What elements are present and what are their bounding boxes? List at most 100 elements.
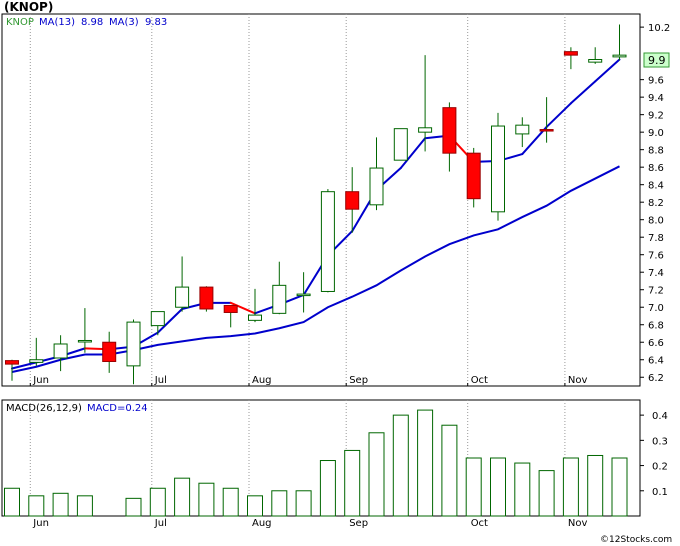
last-price-marker: 9.9: [643, 52, 670, 68]
macd-legend-value: MACD=0.24: [87, 403, 148, 414]
candle: [53, 335, 68, 372]
macd-x-label: Jun: [32, 518, 49, 529]
candle-body-up: [150, 311, 165, 327]
candle-body-up: [248, 314, 262, 321]
price-y-label: 8.8: [648, 146, 664, 157]
macd-y-label: 0.4: [652, 411, 668, 422]
candle: [102, 331, 117, 373]
macd-bar: [76, 495, 93, 517]
macd-bar: [514, 462, 531, 517]
candle: [126, 319, 141, 385]
ma3-segment: [229, 301, 256, 315]
legend-symbol: KNOP: [6, 17, 34, 28]
price-y-label: 9.6: [648, 76, 664, 87]
legend-ma13-label: MA(13): [39, 17, 75, 28]
macd-x-label: Aug: [252, 518, 272, 529]
candle: [29, 337, 44, 366]
last-price-box: [643, 52, 670, 68]
candle-body-up: [126, 321, 141, 367]
price-y-label: 6.8: [648, 321, 664, 332]
macd-y-label: 0.1: [652, 487, 668, 498]
chart-title: (KNOP): [4, 0, 53, 14]
candle: [442, 102, 457, 172]
macd-x-axis: Jun Jul Aug Sep Oct Nov: [32, 518, 587, 529]
price-x-label: Nov: [568, 375, 588, 386]
candle: [5, 359, 19, 381]
macd-bar: [490, 457, 506, 517]
candle-body-down: [563, 51, 578, 56]
candle-body-up: [320, 191, 335, 292]
candle: [150, 311, 165, 336]
candle-body-up: [588, 59, 603, 63]
macd-bar: [198, 482, 215, 517]
price-y-label: 9.0: [648, 128, 664, 139]
candle: [466, 147, 481, 208]
price-y-label: 7.4: [648, 268, 664, 279]
macd-bar-series: [4, 409, 628, 517]
ma3-segment: [399, 137, 427, 170]
macd-bar: [441, 424, 458, 517]
ma3-segment: [594, 58, 621, 83]
candle-body-down: [466, 152, 481, 200]
price-legend: KNOP MA(13) 8.98 MA(3) 9.83: [6, 17, 167, 28]
candle: [369, 137, 384, 211]
candle-body-up: [612, 54, 627, 58]
candle-body-up: [272, 284, 287, 314]
ma3-segment: [11, 361, 38, 370]
candle-body-down: [539, 129, 554, 132]
candle: [296, 272, 311, 313]
candle-body-up: [491, 125, 505, 213]
macd-y-label: 0.3: [652, 436, 668, 447]
macd-x-label: Jul: [154, 518, 167, 529]
macd-x-label: Nov: [568, 518, 588, 529]
macd-panel: 0.1 0.2 0.3 0.4 Jun Jul Aug Sep Oct Nov MACD(26,…: [1, 399, 668, 529]
candle: [515, 117, 530, 148]
price-x-axis: Jun Jul Aug Sep Oct Nov: [29, 375, 588, 386]
price-y-label: 7.2: [648, 286, 664, 297]
macd-bar: [125, 497, 142, 517]
candle: [223, 304, 238, 328]
macd-bar: [465, 457, 482, 517]
macd-x-label: Sep: [349, 518, 368, 529]
candle: [272, 261, 287, 315]
macd-bar: [295, 490, 312, 517]
candlestick-series: [5, 24, 627, 385]
macd-bar: [4, 487, 20, 517]
macd-bar: [52, 492, 69, 517]
price-panel: 6.2 6.4 6.6 6.8 7.0 7.2 7.4 7.6 7.8 8.0 8.2 8.4 8.6 8…: [1, 13, 670, 387]
candle: [612, 24, 627, 61]
macd-bar: [149, 487, 166, 517]
price-x-label: Sep: [349, 375, 368, 386]
candle-body-down: [442, 107, 457, 154]
price-y-label: 8.6: [648, 163, 664, 174]
macd-bar: [28, 495, 45, 517]
candle-body-up: [175, 286, 190, 308]
candle: [491, 112, 505, 221]
credit-text: ©12Stocks.com: [600, 535, 672, 545]
price-y-label: 10.2: [648, 23, 670, 34]
macd-bar: [222, 487, 239, 517]
candle-body-up: [29, 359, 44, 363]
candle: [248, 288, 262, 323]
macd-bar: [368, 432, 385, 517]
price-y-axis: 6.2 6.4 6.6 6.8 7.0 7.2 7.4 7.6 7.8 8.0 8.2 8.4 8.6 8…: [640, 23, 670, 384]
macd-bar: [174, 477, 191, 517]
price-y-label: 7.0: [648, 303, 664, 314]
candle-body-up: [77, 339, 92, 343]
candle-body-down: [5, 360, 19, 365]
price-y-label: 7.8: [648, 233, 664, 244]
candle: [175, 256, 190, 312]
candle-body-down: [102, 341, 117, 362]
candle-body-up: [515, 124, 530, 135]
macd-y-label: 0.2: [652, 462, 668, 473]
ma3-segment: [569, 80, 597, 105]
legend-ma13-value: 8.98: [81, 17, 103, 28]
macd-bar: [417, 409, 434, 517]
candle: [77, 308, 92, 353]
candle-body-down: [199, 286, 214, 310]
candle: [320, 189, 335, 293]
ma3-segment: [545, 102, 572, 128]
macd-bar: [392, 414, 409, 517]
candle-body-down: [345, 191, 360, 210]
